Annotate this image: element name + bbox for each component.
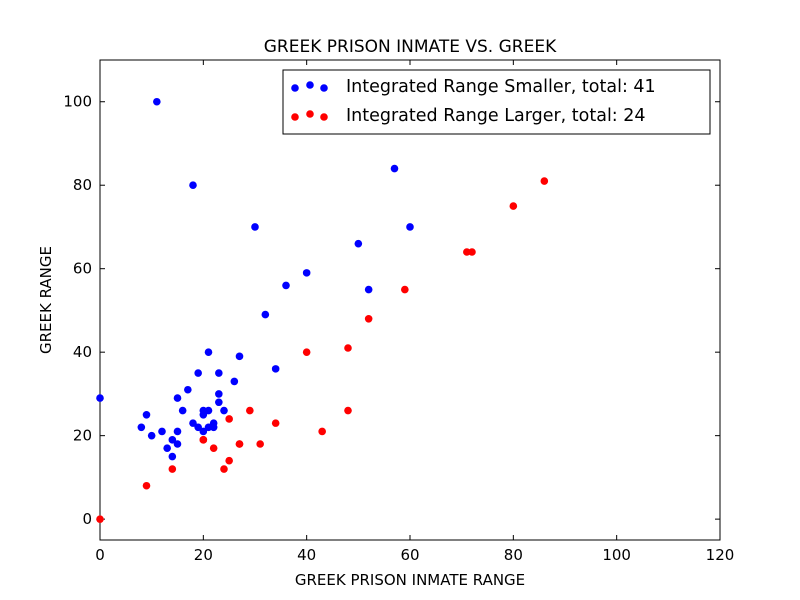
data-point [215, 398, 223, 407]
data-point [225, 415, 233, 423]
y-tick-label: 60 [73, 260, 92, 278]
data-point [199, 406, 208, 415]
data-point [261, 310, 270, 319]
data-point [364, 285, 373, 294]
data-point [142, 481, 151, 490]
data-point [390, 164, 399, 173]
y-tick-label: 0 [82, 510, 92, 528]
data-point [271, 419, 280, 427]
legend-entry-label: Integrated Range Larger, total: 24 [346, 106, 646, 126]
data-point [209, 423, 218, 432]
y-tick-label: 40 [73, 343, 92, 361]
data-point [96, 394, 104, 402]
data-point [194, 423, 202, 432]
data-point [364, 314, 373, 323]
data-point [178, 406, 187, 415]
data-point [168, 465, 177, 473]
data-point [235, 352, 244, 361]
data-point [189, 181, 197, 190]
data-point [318, 427, 326, 436]
data-point [142, 410, 151, 419]
data-point [220, 465, 228, 473]
legend-box [282, 69, 711, 135]
y-axis-label: GREEK RANGE [37, 246, 55, 354]
legend-marker-dot [291, 113, 299, 121]
data-point [256, 440, 264, 448]
x-tick-label: 20 [194, 546, 213, 564]
y-axis: 0 20 40 60 80 100 [63, 93, 720, 528]
x-tick-label: 120 [706, 546, 735, 564]
data-point [168, 452, 177, 461]
x-axis-label: GREEK PRISON INMATE RANGE [295, 571, 525, 589]
legend-marker-dot [306, 110, 314, 118]
data-point [204, 348, 213, 356]
data-point [235, 440, 244, 448]
x-tick-label: 40 [297, 546, 316, 564]
legend-marker-dot [291, 84, 299, 92]
legend: Integrated Range Smaller, total: 41 Integ… [282, 69, 711, 135]
series-2 [96, 177, 549, 523]
data-point [199, 436, 208, 444]
data-point [173, 427, 182, 436]
data-point [468, 248, 476, 256]
y-tick-label: 100 [63, 93, 92, 111]
data-point [96, 515, 104, 523]
legend-marker [291, 81, 328, 92]
data-point [282, 281, 290, 290]
data-point [225, 456, 233, 465]
x-tick-label: 100 [602, 546, 631, 564]
data-point [215, 390, 223, 398]
data-point [251, 223, 259, 231]
data-point [189, 419, 197, 427]
data-point [168, 436, 177, 444]
legend-marker-dot [320, 113, 328, 121]
x-tick-label: 60 [400, 546, 419, 564]
data-point [209, 444, 218, 452]
data-point [194, 369, 202, 377]
data-point [153, 97, 161, 106]
legend-marker-dot [306, 81, 314, 89]
legend-marker [291, 110, 328, 121]
data-point [137, 423, 146, 432]
data-point [354, 239, 363, 248]
data-point [271, 365, 280, 373]
chart-title: GREEK PRISON INMATE VS. GREEK [264, 37, 557, 57]
x-tick-label: 0 [95, 546, 105, 564]
data-point [302, 348, 311, 356]
data-point [401, 285, 409, 294]
y-tick-label: 20 [73, 427, 92, 445]
legend-entry-label: Integrated Range Smaller, total: 41 [346, 77, 656, 97]
data-point [344, 344, 352, 352]
data-point [540, 177, 549, 185]
series-1 [96, 97, 414, 461]
data-points [96, 97, 549, 523]
x-axis: 0 20 40 60 80 100 120 [95, 60, 734, 564]
data-point [163, 444, 171, 452]
data-point [246, 406, 254, 415]
y-tick-label: 80 [73, 176, 92, 194]
data-point [230, 377, 239, 386]
data-point [199, 427, 208, 436]
data-point [344, 406, 352, 415]
x-tick-label: 80 [504, 546, 523, 564]
data-point [302, 269, 311, 277]
legend-marker-dot [320, 84, 328, 92]
data-point [173, 394, 182, 402]
data-point [173, 440, 182, 448]
data-point [147, 431, 156, 440]
data-point [158, 427, 166, 436]
data-point [220, 406, 228, 415]
data-point [406, 223, 414, 231]
data-point [215, 369, 223, 377]
data-point [509, 202, 518, 210]
data-point [184, 385, 192, 394]
